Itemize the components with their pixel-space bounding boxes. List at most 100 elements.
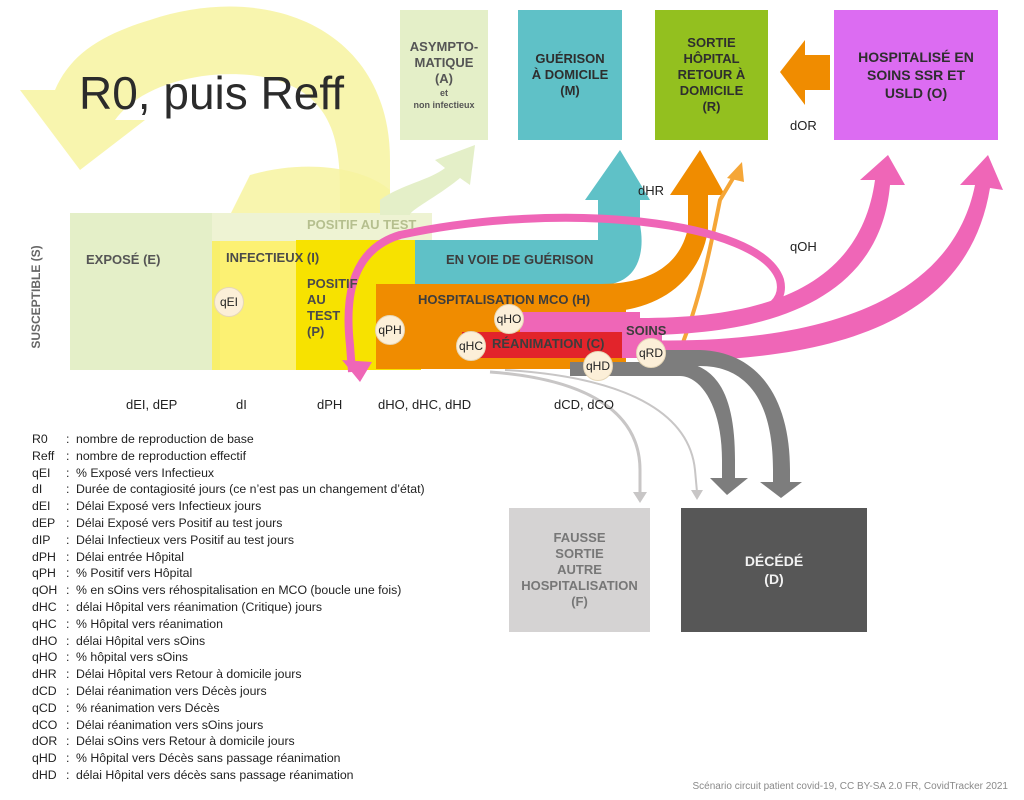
sortie-line: RETOUR À (677, 67, 746, 82)
legend-separator: : (66, 499, 70, 514)
asympto-line: (A) (434, 71, 454, 86)
legend-row: qHC: % Hôpital vers réanimation (32, 616, 425, 633)
fausse-line: (F) (571, 594, 588, 609)
legend-separator: : (66, 700, 70, 715)
legend-row: dCO: Délai réanimation vers sOins jours (32, 717, 425, 734)
badge-qEI: qEI (214, 287, 244, 317)
legend-key: qHO (32, 650, 58, 665)
legend-key: dCD (32, 683, 57, 698)
badge-qHC: qHC (456, 331, 486, 361)
hospitalise-line: HOSPITALISÉ EN (858, 49, 974, 65)
susceptible-label: SUSCEPTIBLE (S) (29, 245, 43, 349)
legend-value: Délai Infectieux vers Positif au test jo… (76, 532, 295, 547)
param-dEI-dEP: dEI, dEP (126, 397, 178, 412)
legend-key: dOR (32, 734, 58, 749)
legend-separator: : (66, 532, 70, 547)
sortie-box: SORTIE HÔPITAL RETOUR À DOMICILE (R) (655, 10, 768, 140)
pink-arrow-o2 (640, 155, 1003, 362)
legend-separator: : (66, 751, 70, 766)
soins-label: SOINS (626, 323, 667, 338)
legend-separator: : (66, 465, 70, 480)
legend-row: qEI: % Exposé vers Infectieux (32, 465, 425, 482)
asymptomatique-box: ASYMPTO- MATIQUE (A) et non infectieux (400, 10, 488, 140)
sortie-arrow (600, 150, 725, 312)
positif-line: TEST (307, 308, 341, 323)
hospitalise-line: SOINS SSR ET (866, 67, 966, 83)
legend-separator: : (66, 767, 70, 782)
legend-value: % Exposé vers Infectieux (76, 465, 215, 480)
asympto-note: non infectieux (413, 100, 475, 110)
legend-key: qOH (32, 583, 58, 598)
legend-separator: : (66, 599, 70, 614)
guerison-line: À DOMICILE (531, 67, 609, 82)
thin-grey-2 (504, 369, 698, 493)
param-dOR: dOR (790, 118, 817, 133)
legend: R0: nombre de reproduction de base Reff: no… (32, 431, 425, 784)
reanimation-label: RÉANIMATION (C) (492, 336, 605, 351)
fausse-line: FAUSSE (553, 530, 606, 545)
grey-arrow-2 (650, 350, 802, 498)
legend-row: R0: nombre de reproduction de base (32, 431, 425, 448)
legend-key: dPH (32, 549, 56, 564)
sortie-line: HÔPITAL (683, 51, 740, 66)
legend-separator: : (66, 448, 70, 463)
legend-separator: : (66, 616, 70, 631)
legend-separator: : (66, 633, 70, 648)
decede-box: DÉCÉDÉ (D) (681, 508, 867, 632)
param-dI: dI (236, 397, 247, 412)
legend-row: qCD: % réanimation vers Décès (32, 700, 425, 717)
legend-separator: : (66, 515, 70, 530)
page-title: R0, puis Reff (79, 67, 345, 119)
legend-value: délai Hôpital vers réanimation (Critique… (76, 599, 323, 614)
legend-value: Délai réanimation vers sOins jours (76, 717, 264, 732)
param-qOH: qOH (790, 239, 817, 254)
asympto-line: ASYMPTO- (409, 39, 479, 54)
legend-value: % Hôpital vers réanimation (76, 616, 223, 631)
legend-value: % réanimation vers Décès (76, 700, 220, 715)
legend-separator: : (66, 549, 70, 564)
pink-loop-head (342, 360, 372, 382)
pink-arrow-o1 (640, 155, 905, 335)
legend-row: Reff: nombre de reproduction effectif (32, 448, 425, 465)
r0-lower-lobe (230, 166, 390, 215)
legend-row: dPH: Délai entrée Hôpital (32, 549, 425, 566)
expose-band (70, 213, 220, 370)
legend-row: dHR: Délai Hôpital vers Retour à domicile… (32, 666, 425, 683)
param-dHO-dHC-dHD: dHO, dHC, dHD (378, 397, 472, 412)
asympto-line: MATIQUE (414, 55, 474, 70)
badge-qHO: qHO (494, 304, 524, 334)
legend-row: dEP: Délai Exposé vers Positif au test jo… (32, 515, 425, 532)
param-dPH: dPH (317, 397, 343, 412)
positif-label: POSITIF AU TEST (P) (307, 276, 358, 340)
legend-value: Délai sOins vers Retour à domicile jours (76, 734, 295, 749)
legend-row: qHD: % Hôpital vers Décès sans passage ré… (32, 750, 425, 767)
decede-line: DÉCÉDÉ (744, 553, 804, 569)
legend-value: Délai Exposé vers Infectieux jours (76, 499, 262, 514)
legend-value: % hôpital vers sOins (76, 650, 189, 665)
sortie-line: (R) (702, 99, 721, 114)
legend-row: dHC: délai Hôpital vers réanimation (Crit… (32, 599, 425, 616)
legend-row: dOR: Délai sOins vers Retour à domicile j… (32, 733, 425, 750)
en-voie-label: EN VOIE DE GUÉRISON (446, 252, 594, 267)
legend-value: % en sOins vers réhospitalisation en MCO… (76, 583, 402, 598)
grey-arrow-1 (570, 362, 748, 495)
legend-key: dHC (32, 599, 57, 614)
thin-grey-1 (489, 370, 642, 492)
guerison-line: GUÉRISON (535, 51, 605, 66)
legend-row: qHO: % hôpital vers sOins (32, 649, 425, 666)
badge-qHD: qHD (583, 351, 613, 381)
asympto-arrow (380, 145, 475, 215)
positif-line: AU (307, 292, 326, 307)
dor-arrow (780, 40, 830, 105)
thin-grey-head-2 (691, 490, 703, 500)
legend-value: nombre de reproduction de base (76, 432, 254, 446)
legend-value: délai Hôpital vers sOins (76, 633, 206, 648)
legend-key: dHR (32, 667, 57, 682)
hospitalisation-label: HOSPITALISATION MCO (H) (418, 292, 591, 307)
legend-row: dIP: Délai Infectieux vers Positif au tes… (32, 532, 425, 549)
badge-qRD: qRD (636, 338, 666, 368)
guerison-box: GUÉRISON À DOMICILE (M) (518, 10, 622, 140)
infectieux-label: INFECTIEUX (I) (226, 250, 320, 265)
legend-row: dI: Durée de contagiosité jours (ce n’est… (32, 481, 425, 498)
legend-row: dHO: délai Hôpital vers sOins (32, 633, 425, 650)
